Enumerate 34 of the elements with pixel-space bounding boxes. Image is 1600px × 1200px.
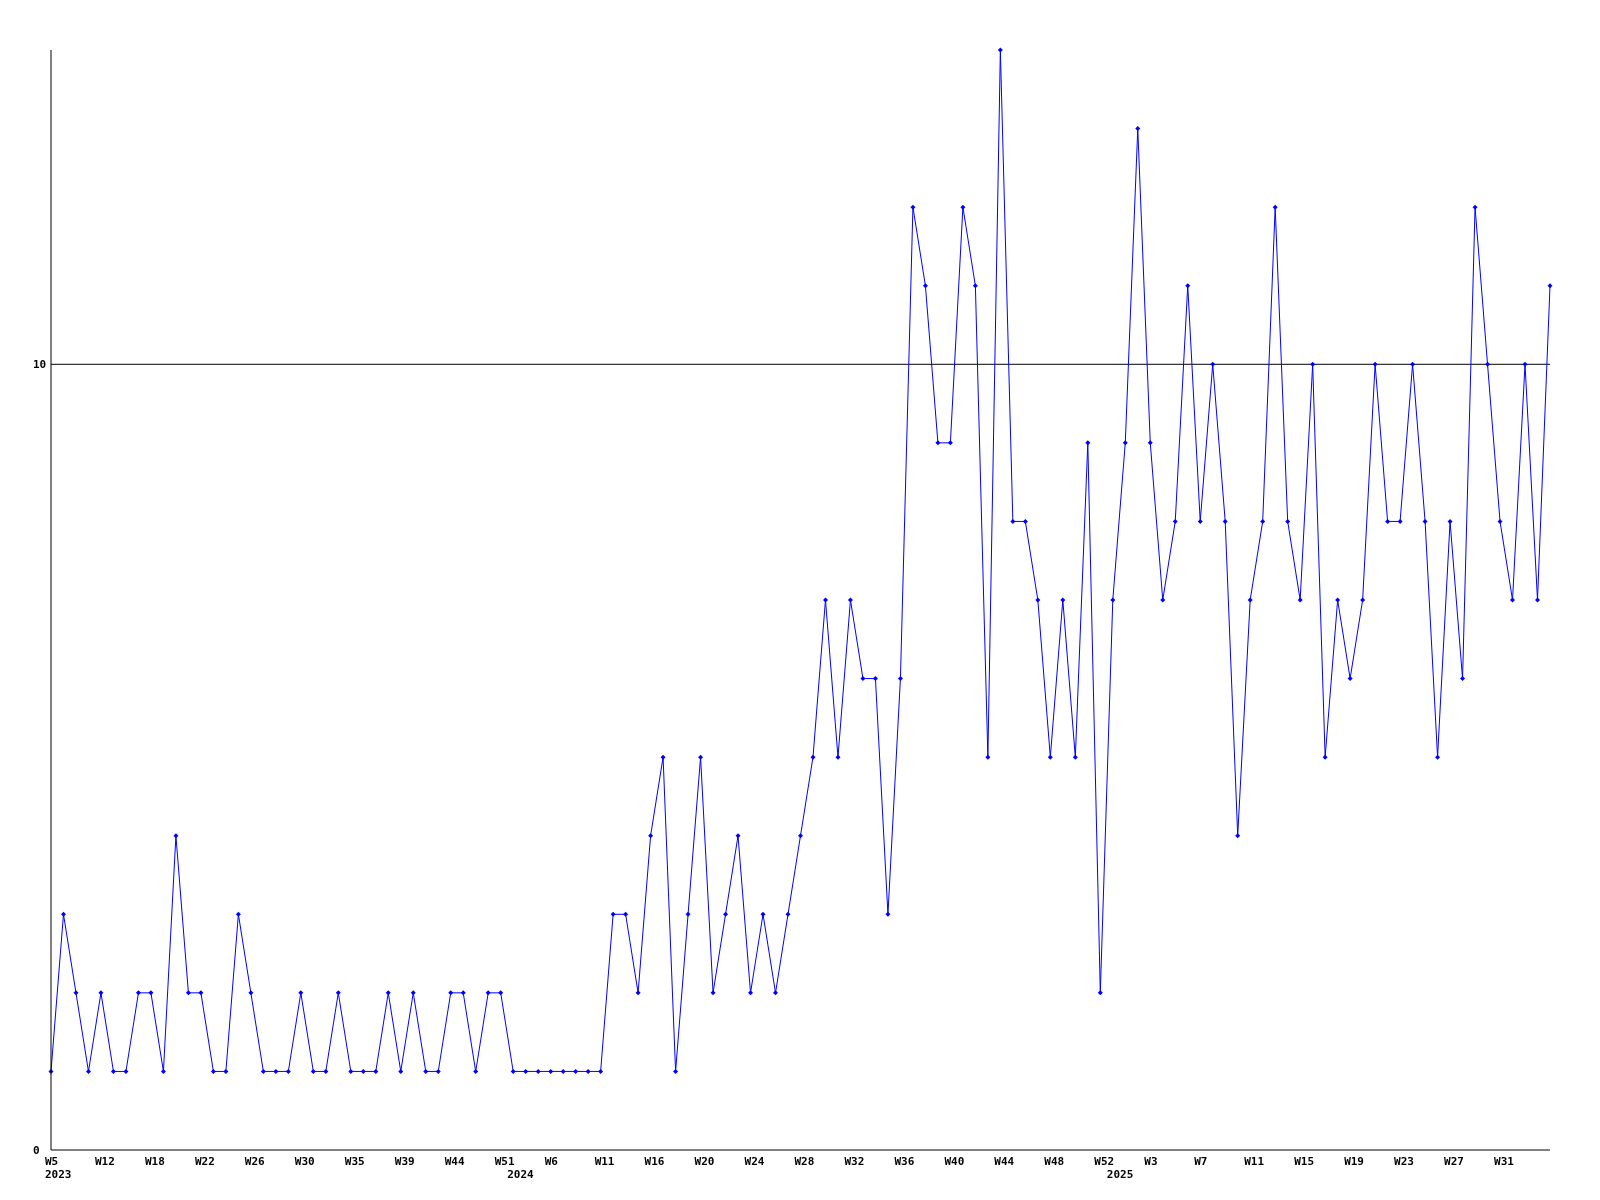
x-tick-label: W5 2023 [45, 1155, 72, 1181]
x-tick-label: W22 [194, 1155, 215, 1168]
x-tick-label: 2025 [1106, 1168, 1134, 1181]
x-tick-label: W7 [1194, 1155, 1208, 1168]
y-tick-label: 10 [33, 358, 47, 372]
x-tick-label: W23 [1394, 1155, 1414, 1168]
x-tick-label: W36 [894, 1155, 915, 1168]
x-tick-label: W24 [744, 1155, 765, 1168]
x-tick-label: W26 [244, 1155, 266, 1168]
x-tick-label: W35 [344, 1155, 365, 1168]
x-tick-label: 2024 [507, 1168, 535, 1181]
x-tick-label: W3 [1144, 1155, 1158, 1168]
x-tick-label: W11 [1244, 1155, 1265, 1168]
x-tick-label: W6 [544, 1155, 559, 1168]
x-tick-label: W51 [494, 1155, 515, 1168]
x-tick-label: W15 [1294, 1155, 1315, 1168]
x-tick-label: W18 [144, 1155, 165, 1168]
x-tick-label: W28 [794, 1155, 815, 1168]
x-tick-label: W39 [394, 1155, 415, 1168]
x-tick-label: W44 [994, 1155, 1015, 1168]
y-tick-label: 0 [33, 1143, 40, 1157]
x-tick-label: W11 [594, 1155, 615, 1168]
x-tick-label: W32 [844, 1155, 865, 1168]
x-tick-label: W12 [94, 1155, 115, 1168]
x-tick-label: W19 [1344, 1155, 1365, 1168]
x-tick-label: W27 [1444, 1155, 1464, 1168]
x-tick-label: W20 [694, 1155, 715, 1168]
x-tick-label: W31 [1494, 1155, 1515, 1168]
x-tick-label: W40 [944, 1155, 965, 1168]
x-tick-label: W44 [444, 1155, 465, 1168]
x-tick-label: W30 [294, 1155, 315, 1168]
x-tick-label: W52 [1094, 1155, 1115, 1168]
x-tick-label: W48 [1044, 1155, 1065, 1168]
x-tick-label: W16 [644, 1155, 665, 1168]
